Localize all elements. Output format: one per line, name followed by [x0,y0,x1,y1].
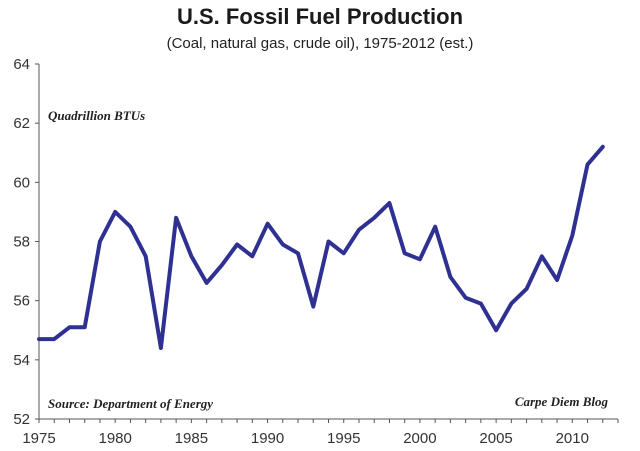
chart-subtitle: (Coal, natural gas, crude oil), 1975-201… [166,35,474,52]
series-line [37,144,605,350]
x-tick-label: 2000 [403,430,436,447]
y-tick-label: 58 [13,234,30,251]
x-tick-label: 1995 [327,430,360,447]
x-tick-label: 1980 [98,430,131,447]
x-tick-label: 2010 [556,430,589,447]
unit-label: Quadrillion BTUs [48,108,145,123]
x-tick-label: 1985 [175,430,208,447]
x-tick-label: 1990 [251,430,284,447]
y-tick-label: 56 [13,293,30,310]
y-ticks: 52 54 56 58 60 62 64 [13,56,39,428]
x-ticks: 1975 1980 1985 1990 1995 2000 2005 2010 [22,419,619,447]
y-tick-label: 52 [13,411,30,428]
y-tick-label: 62 [13,115,30,132]
source-note: Source: Department of Energy [48,396,213,411]
y-tick-label: 54 [13,352,30,369]
x-tick-label: 2005 [479,430,512,447]
credit-note: Carpe Diem Blog [515,394,609,409]
y-tick-label: 64 [13,56,30,73]
x-tick-label: 1975 [22,430,55,447]
chart-title: U.S. Fossil Fuel Production [176,4,464,29]
y-tick-label: 60 [13,174,30,191]
